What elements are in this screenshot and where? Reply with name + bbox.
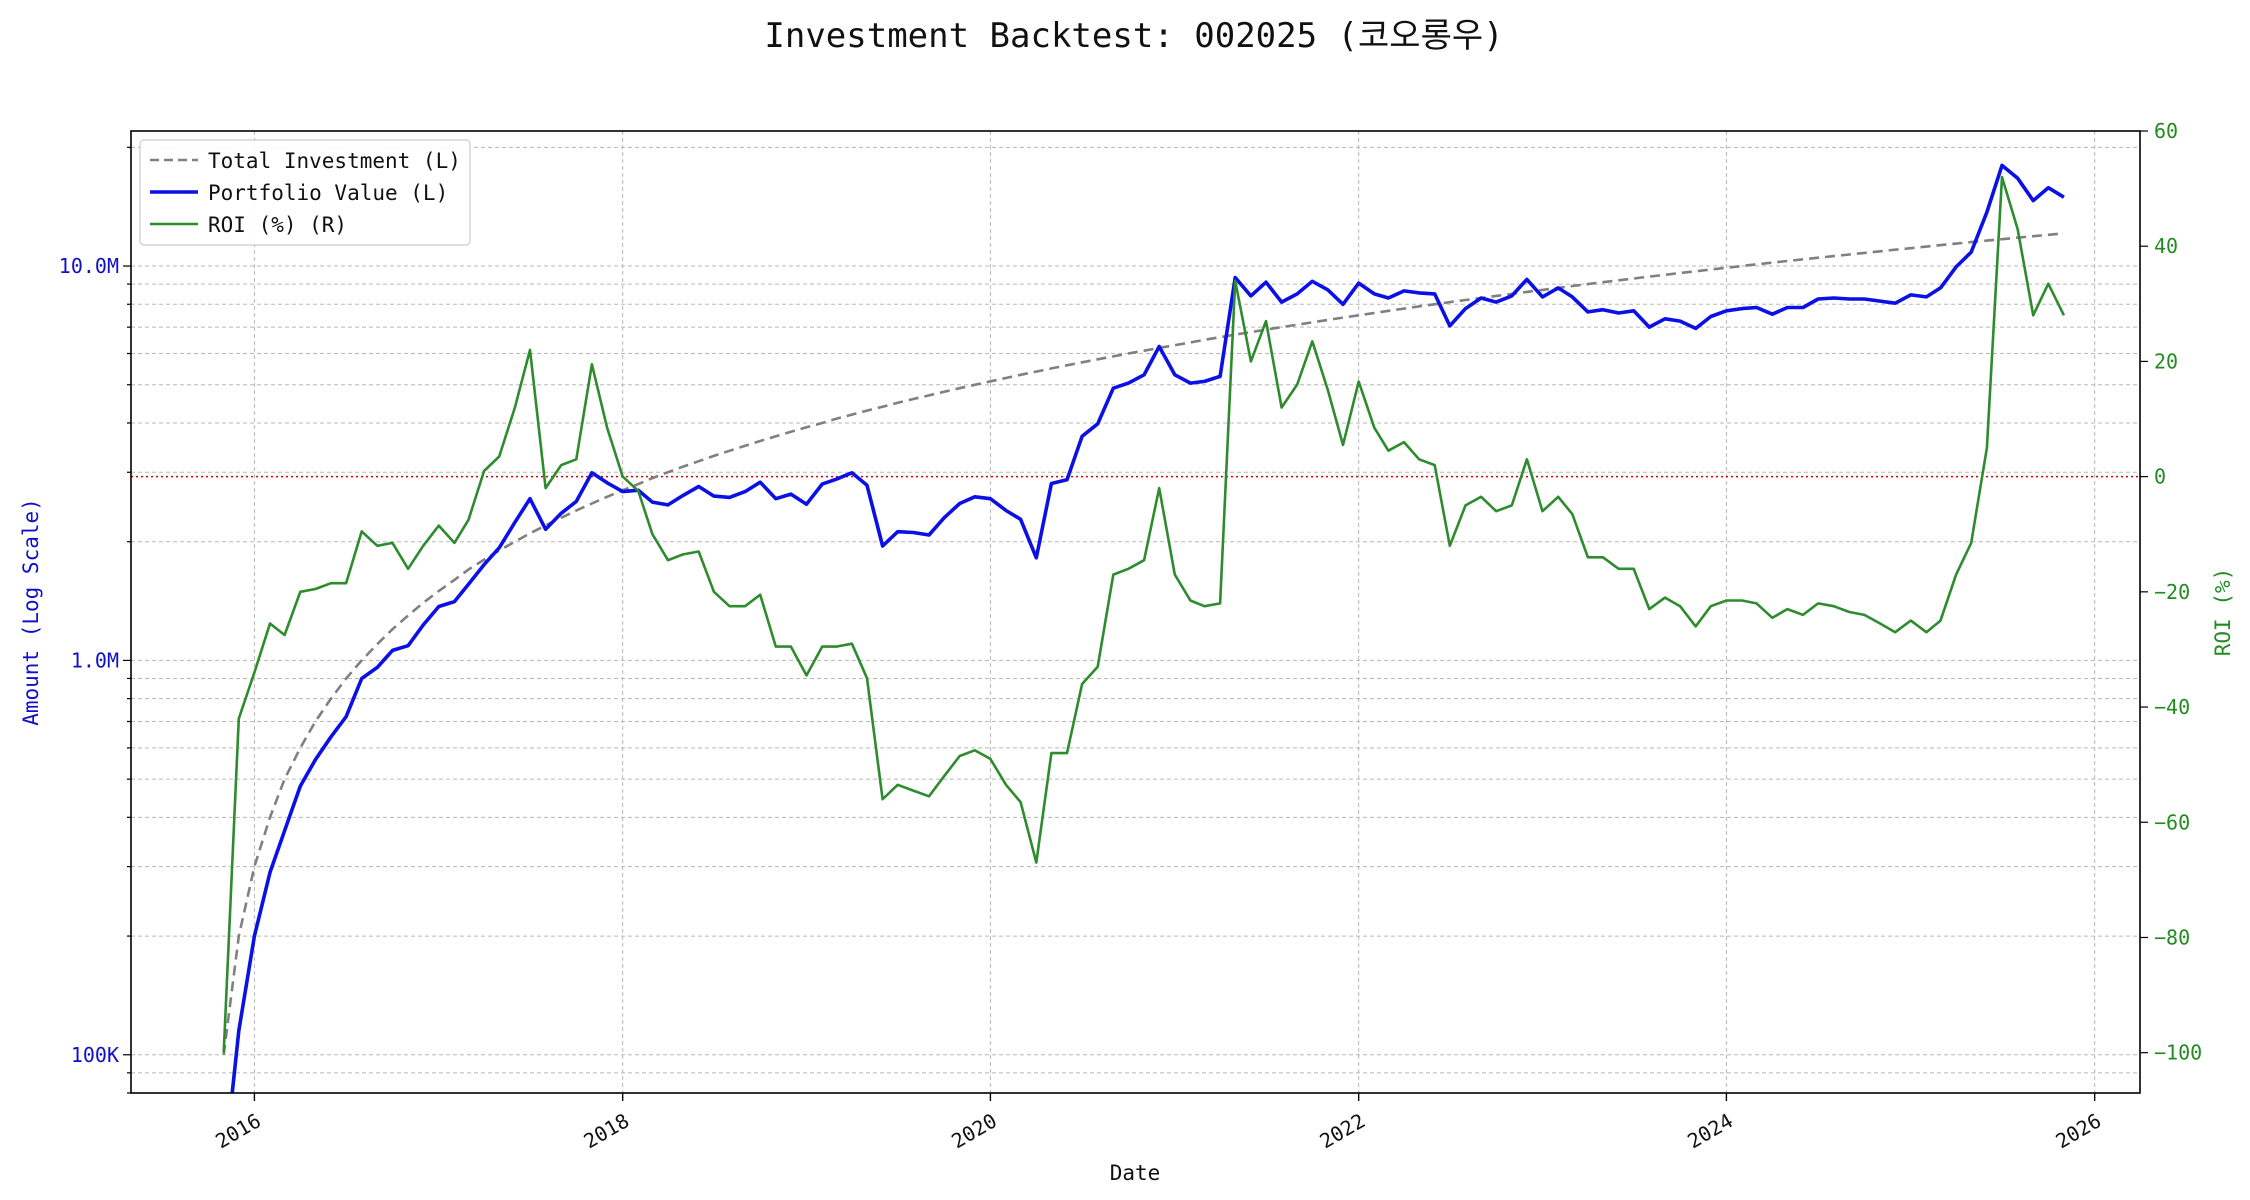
series-total-investment xyxy=(222,232,2065,1055)
right-tick-label: −20 xyxy=(2154,580,2190,604)
right-tick-label: −80 xyxy=(2154,925,2190,949)
right-tick-label: 20 xyxy=(2154,349,2178,373)
left-axis-label: Amount (Log Scale) xyxy=(19,498,43,726)
chart-title: Investment Backtest: 002025 (코오롱우) xyxy=(764,16,1503,56)
series-portfolio-value xyxy=(230,163,2065,1093)
x-axis-label: Date xyxy=(1110,1161,1161,1185)
series-roi xyxy=(222,175,2066,1053)
right-tick-label: 0 xyxy=(2154,465,2166,489)
right-tick-label: −100 xyxy=(2154,1041,2202,1065)
right-tick-label: −40 xyxy=(2154,695,2190,719)
right-axis-ticks: −100 −80 −60 −40 −20 0 20 40 60 xyxy=(2140,119,2202,1065)
legend-label-roi: ROI (%) (R) xyxy=(208,213,347,237)
right-tick-label: −60 xyxy=(2154,810,2190,834)
right-tick-label: 60 xyxy=(2154,119,2178,143)
right-tick-label: 40 xyxy=(2154,234,2178,258)
left-tick-label: 100K xyxy=(71,1043,119,1067)
plot-frame xyxy=(130,130,2141,1094)
left-tick-label: 1.0M xyxy=(71,648,119,672)
series-lines xyxy=(222,163,2066,1093)
legend-box xyxy=(139,139,471,246)
left-tick-label: 10.0M xyxy=(59,254,119,278)
legend-label-portfolio-value: Portfolio Value (L) xyxy=(208,181,448,205)
right-axis-label: ROI (%) xyxy=(2211,568,2235,657)
legend-label-total-investment: Total Investment (L) xyxy=(208,149,461,173)
left-axis-ticks: 100K 1.0M 10.0M xyxy=(59,146,131,1094)
legend: Total Investment (L) Portfolio Value (L)… xyxy=(139,139,471,246)
